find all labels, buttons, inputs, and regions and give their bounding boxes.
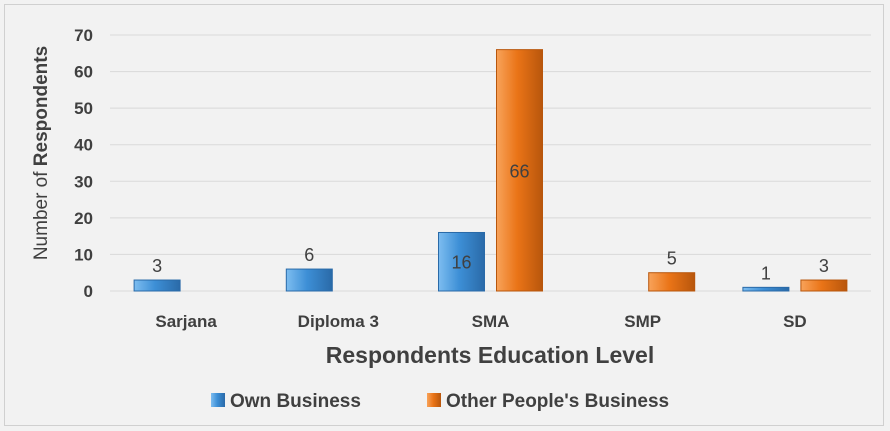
data-label-own-business: 3	[152, 256, 162, 276]
y-tick-labels: 0 10 20 30 40 50 60 70	[74, 26, 93, 301]
y-tick-label: 50	[74, 99, 93, 118]
x-tick-label: SMA	[472, 312, 510, 331]
data-label-own-business: 16	[451, 253, 471, 273]
x-tick-label: SMP	[624, 312, 661, 331]
y-axis-title-bold: Respondents	[31, 46, 52, 166]
data-label-other-business: 5	[667, 249, 677, 269]
data-label-other-business: 3	[819, 256, 829, 276]
data-label-own-business: 1	[761, 263, 771, 283]
y-tick-label: 60	[74, 63, 93, 82]
bar-own-business	[438, 231, 485, 292]
y-axis-title-prefix: Number of	[31, 166, 52, 260]
bar-chart: 0 10 20 30 40 50 60 70 3 6 16 66 5 1 3 Sarjana Diploma…	[31, 26, 871, 412]
bar-other-business	[496, 49, 543, 292]
legend-item-own-business: Own Business	[211, 391, 361, 412]
y-axis-title: Number of Respondents	[31, 46, 52, 260]
legend: Own Business Other People's Business	[211, 391, 669, 412]
legend-swatch-other-business	[427, 393, 441, 407]
legend-label-other-business: Other People's Business	[446, 391, 669, 412]
chart-frame: 0 10 20 30 40 50 60 70 3 6 16 66 5 1 3 Sarjana Diploma…	[4, 4, 884, 426]
bar-other-business	[800, 279, 848, 292]
data-label-other-business: 66	[509, 161, 529, 181]
x-axis-title: Respondents Education Level	[326, 342, 654, 368]
bar-own-business	[133, 279, 181, 292]
legend-swatch-own-business	[211, 393, 225, 407]
y-tick-label: 10	[74, 245, 93, 264]
data-label-own-business: 6	[304, 245, 314, 265]
gridlines	[110, 34, 871, 292]
y-tick-label: 30	[74, 172, 93, 191]
bar-own-business	[285, 268, 333, 292]
x-tick-label: Diploma 3	[298, 312, 379, 331]
y-tick-label: 20	[74, 209, 93, 228]
x-tick-labels: Sarjana Diploma 3 SMA SMP SD	[155, 312, 806, 331]
y-tick-label: 70	[74, 26, 93, 45]
y-tick-label: 0	[84, 282, 93, 301]
legend-item-other-business: Other People's Business	[427, 391, 669, 412]
y-tick-label: 40	[74, 136, 93, 155]
legend-label-own-business: Own Business	[230, 391, 361, 412]
bars	[133, 49, 848, 292]
x-tick-label: SD	[783, 312, 807, 331]
data-labels: 3 6 16 66 5 1 3	[152, 161, 829, 283]
bar-own-business	[742, 286, 790, 292]
bar-other-business	[648, 272, 696, 292]
x-tick-label: Sarjana	[155, 312, 217, 331]
